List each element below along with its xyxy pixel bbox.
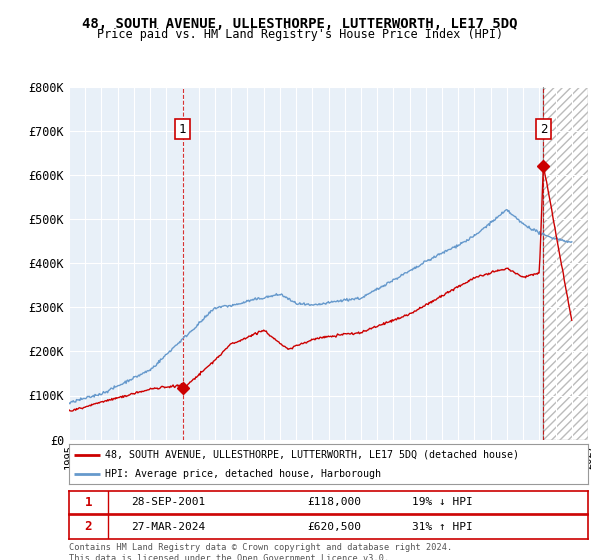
Text: 28-SEP-2001: 28-SEP-2001	[131, 497, 206, 507]
Text: 1: 1	[179, 123, 186, 136]
Text: Price paid vs. HM Land Registry's House Price Index (HPI): Price paid vs. HM Land Registry's House …	[97, 28, 503, 41]
Text: Contains HM Land Registry data © Crown copyright and database right 2024.
This d: Contains HM Land Registry data © Crown c…	[69, 543, 452, 560]
Text: 48, SOUTH AVENUE, ULLESTHORPE, LUTTERWORTH, LE17 5DQ: 48, SOUTH AVENUE, ULLESTHORPE, LUTTERWOR…	[82, 17, 518, 31]
Text: 1: 1	[85, 496, 92, 509]
Polygon shape	[544, 87, 588, 440]
Text: 19% ↓ HPI: 19% ↓ HPI	[412, 497, 472, 507]
Text: 48, SOUTH AVENUE, ULLESTHORPE, LUTTERWORTH, LE17 5DQ (detached house): 48, SOUTH AVENUE, ULLESTHORPE, LUTTERWOR…	[106, 450, 520, 460]
Text: £620,500: £620,500	[308, 522, 362, 532]
Text: HPI: Average price, detached house, Harborough: HPI: Average price, detached house, Harb…	[106, 469, 382, 478]
Text: 31% ↑ HPI: 31% ↑ HPI	[412, 522, 472, 532]
Text: 2: 2	[85, 520, 92, 534]
Text: 27-MAR-2024: 27-MAR-2024	[131, 522, 206, 532]
Text: 2: 2	[539, 123, 547, 136]
Text: £118,000: £118,000	[308, 497, 362, 507]
